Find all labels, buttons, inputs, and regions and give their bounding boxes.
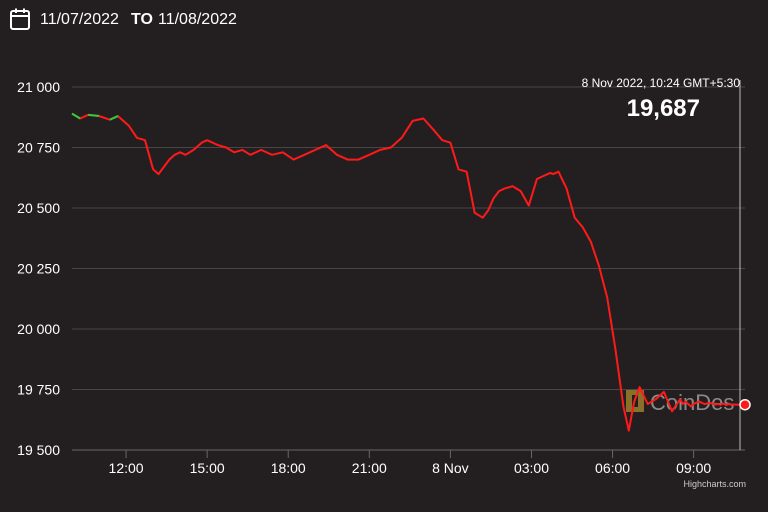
tooltip-date: 8 Nov 2022, 10:24 GMT+5:30 [582,76,741,90]
price-series [71,112,745,432]
x-tick-label: 06:00 [595,460,630,476]
y-tick-label: 19 500 [17,442,60,458]
x-tick-label: 18:00 [271,460,306,476]
x-tick-label: 03:00 [514,460,549,476]
x-tick-label: 8 Nov [432,460,469,476]
tooltip-price: 19,687 [627,95,700,122]
highcharts-credits[interactable]: Highcharts.com [683,479,746,489]
date-from[interactable]: 11/07/2022 [40,11,119,28]
y-tick-label: 20 500 [17,200,60,216]
x-tick-label: 15:00 [190,460,225,476]
axis-labels: 21 000 20 750 20 500 20 250 20 000 19 750 19 5… [17,79,711,476]
price-line-up-segment [109,115,119,121]
y-tick-label: 20 750 [17,140,60,156]
x-tick-label: 09:00 [676,460,711,476]
price-line-up-segment [88,113,100,118]
price-line-up-segment [71,112,81,120]
y-tick-label: 21 000 [17,79,60,95]
coindesk-logo-icon [626,390,644,412]
y-tick-label: 20 000 [17,321,60,337]
grid-lines [72,86,745,458]
x-tick-label: 12:00 [109,460,144,476]
y-tick-label: 19 750 [17,382,60,398]
date-range-bar: 11/07/2022 TO 11/08/2022 [0,0,768,40]
date-to[interactable]: 11/08/2022 [158,11,237,28]
last-price-marker[interactable] [739,398,751,411]
x-tick-label: 21:00 [352,460,387,476]
date-range-separator: TO [131,11,153,28]
calendar-icon[interactable] [10,8,30,30]
price-line [71,112,745,432]
y-tick-label: 20 250 [17,261,60,277]
